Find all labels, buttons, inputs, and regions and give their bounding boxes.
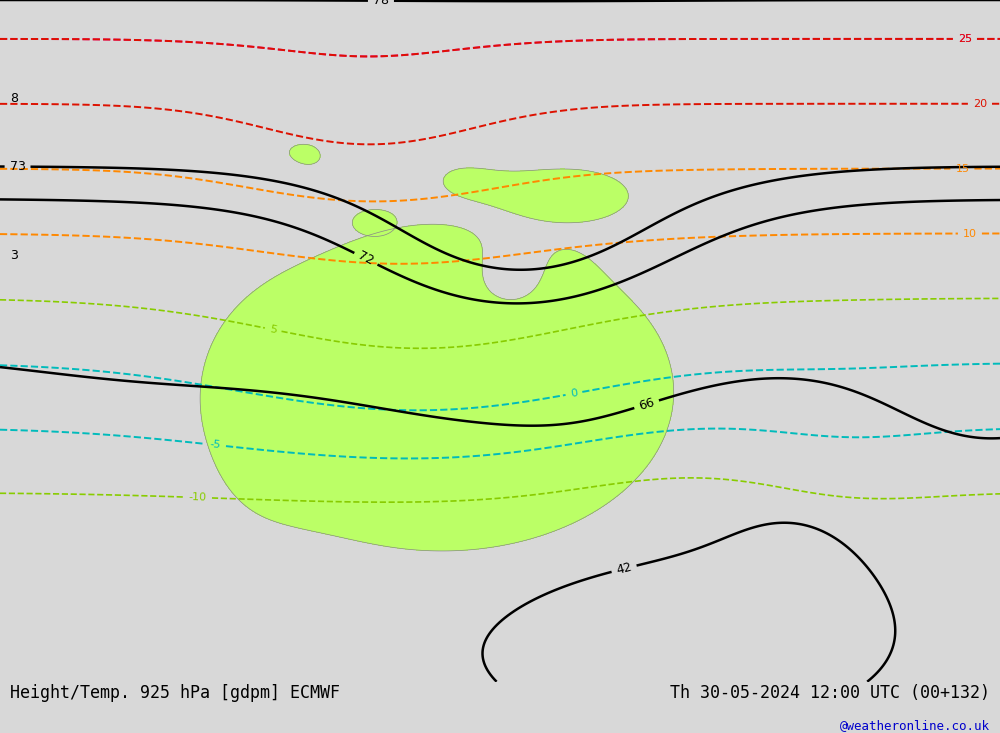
Text: Height/Temp. 925 hPa [gdpm] ECMWF: Height/Temp. 925 hPa [gdpm] ECMWF (10, 684, 340, 701)
Text: -10: -10 (189, 492, 207, 503)
Text: 72: 72 (356, 249, 376, 268)
Text: 15: 15 (955, 163, 969, 174)
Text: 42: 42 (615, 561, 633, 577)
Text: 78: 78 (373, 0, 389, 7)
Text: 10: 10 (963, 229, 977, 238)
Text: 3: 3 (10, 249, 18, 262)
Text: -5: -5 (210, 440, 222, 451)
Text: 25: 25 (958, 34, 972, 44)
Text: 20: 20 (973, 99, 987, 108)
Text: 5: 5 (269, 324, 278, 335)
Text: 8: 8 (10, 92, 18, 106)
Text: @weatheronline.co.uk: @weatheronline.co.uk (840, 719, 990, 732)
Text: 25: 25 (958, 34, 972, 44)
Text: 0: 0 (570, 388, 578, 399)
Text: 73: 73 (10, 160, 26, 173)
Text: 66: 66 (637, 396, 656, 413)
Text: Th 30-05-2024 12:00 UTC (00+132): Th 30-05-2024 12:00 UTC (00+132) (670, 684, 990, 701)
